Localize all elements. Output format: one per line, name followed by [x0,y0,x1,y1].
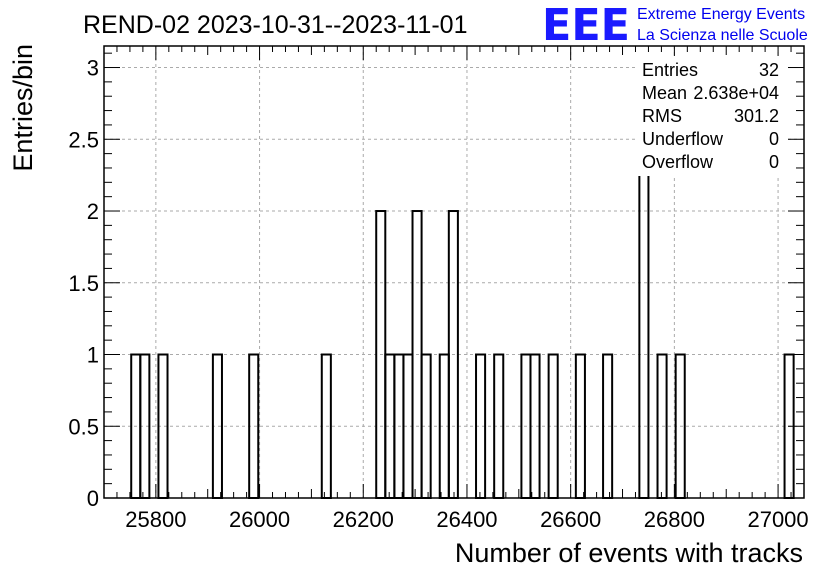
x-tick-label: 25800 [125,507,186,532]
y-tick-label: 2 [87,199,99,224]
stats-label: RMS [642,106,682,126]
x-tick-label: 26800 [644,507,705,532]
eee-logo-mark: EEE [542,0,630,51]
eee-logo-line2: La Scienza nelle Scuole [637,27,808,44]
y-tick-label: 2.5 [68,127,99,152]
y-tick-label: 1 [87,343,99,368]
chart-title: REND-02 2023-10-31--2023-11-01 [83,11,467,39]
stats-box: Entries 32 Mean 2.638e+04 RMS 301.2 Underflow 0… [636,56,786,176]
y-axis-ticks: 0 0.5 1 1.5 2 2.5 3 [68,52,804,511]
y-tick-label: 1.5 [68,271,99,296]
x-tick-label: 26600 [540,507,601,532]
eee-logo: EEE Extreme Energy Events La Scienza nel… [542,0,808,51]
y-axis-label: Entries/bin [8,44,38,172]
eee-logo-line1: Extreme Energy Events [637,6,805,23]
y-tick-label: 0 [87,486,99,511]
stats-value: 0 [769,129,779,149]
x-tick-label: 26200 [333,507,394,532]
x-tick-label: 27000 [747,507,808,532]
stats-label: Entries [642,60,698,80]
stats-label: Mean [642,83,687,103]
x-tick-label: 26000 [229,507,290,532]
stats-label: Underflow [642,129,724,149]
stats-value: 2.638e+04 [693,83,779,103]
stats-value: 301.2 [734,106,779,126]
x-tick-label: 26400 [436,507,497,532]
y-tick-label: 0.5 [68,414,99,439]
y-tick-label: 3 [87,56,99,81]
stats-value: 32 [759,60,779,80]
x-axis-label: Number of events with tracks [455,538,803,568]
stats-value: 0 [769,152,779,172]
x-axis-ticks: 25800 26000 26200 26400 26600 26800 27000 [103,46,809,532]
stats-label: Overflow [642,152,714,172]
stats-background [636,56,786,176]
